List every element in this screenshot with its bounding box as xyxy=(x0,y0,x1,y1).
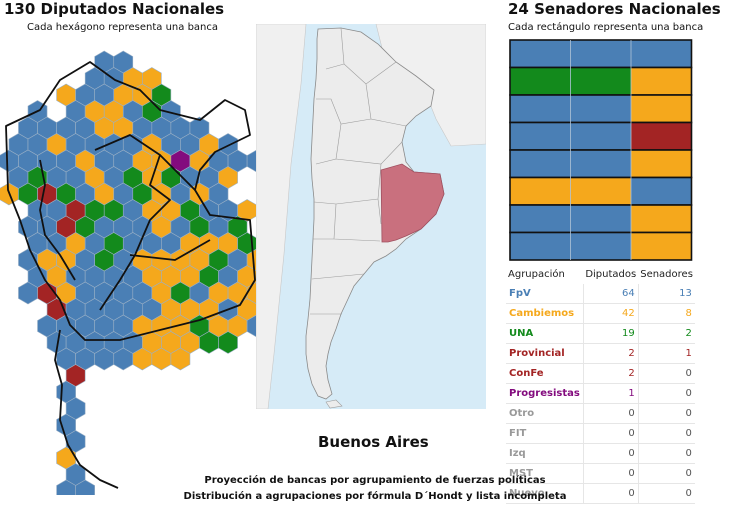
table-row: Cambiemos 42 8 xyxy=(506,303,695,324)
party-name: UNA xyxy=(506,323,584,344)
diputado-seat-hexagon xyxy=(75,479,95,495)
footer-line-2: Distribución a agrupaciones por fórmula … xyxy=(183,491,567,502)
senate-seat-rect xyxy=(631,95,692,123)
party-name: Cambiemos xyxy=(506,303,584,324)
province-label: Buenos Aires xyxy=(318,433,429,451)
senate-seat-rect xyxy=(570,67,631,95)
diputado-seat-hexagon xyxy=(218,331,238,354)
senate-seat-rect xyxy=(570,232,631,260)
diputados-title: 130 Diputados Nacionales xyxy=(4,0,225,18)
senate-seat-rect xyxy=(631,232,692,260)
diputados-value: 0 xyxy=(583,403,639,424)
senadores-value: 2 xyxy=(638,323,695,344)
senate-seat-rect xyxy=(570,177,631,205)
party-name: Otro xyxy=(506,403,584,424)
party-name: Nuevo xyxy=(506,483,584,504)
table-row: Otro 0 0 xyxy=(506,403,695,424)
senadores-value: 0 xyxy=(638,483,695,504)
hex-region-outline xyxy=(5,61,256,341)
senate-seat-rect xyxy=(510,67,571,95)
header-agrupacion: Agrupación xyxy=(508,268,565,280)
table-row: FIT 0 0 xyxy=(506,423,695,444)
diputados-subtitle: Cada hexágono representa una banca xyxy=(27,22,219,33)
senate-seat-rect xyxy=(631,122,692,150)
senate-seat-rect xyxy=(570,205,631,233)
party-name: FIT xyxy=(506,423,584,444)
party-name: ConFe xyxy=(506,363,584,384)
table-row: Izq 0 0 xyxy=(506,443,695,464)
party-table: Agrupación Diputados Senadores FpV 64 13 Ca… xyxy=(506,264,695,504)
table-header-row: Agrupación Diputados Senadores xyxy=(506,264,695,284)
senadores-value: 8 xyxy=(638,303,695,324)
neighbor-land-west-shape xyxy=(256,24,307,409)
party-name: FpV xyxy=(506,284,584,304)
senate-seat-rect xyxy=(510,150,571,178)
diputados-value: 0 xyxy=(583,443,639,464)
hex-region-outline xyxy=(94,134,171,311)
diputado-seat-hexagon xyxy=(170,347,191,371)
diputado-seat-hexagon xyxy=(56,479,76,495)
senate-seat-rect xyxy=(510,177,571,205)
argentina-land-shape xyxy=(305,27,445,400)
senate-seat-rect xyxy=(510,95,571,123)
senate-seat-rect xyxy=(570,122,631,150)
internal-borders xyxy=(310,27,407,315)
senate-seat-rect xyxy=(631,205,692,233)
senadores-title: 24 Senadores Nacionales xyxy=(508,0,721,18)
diputados-value: 42 xyxy=(583,303,639,324)
senadores-value: 0 xyxy=(638,363,695,384)
footer-line-1: Proyección de bancas por agrupamiento de… xyxy=(204,475,546,486)
hex-region-outline xyxy=(129,154,211,261)
buenos-aires-highlight-shape xyxy=(380,163,445,243)
senadores-value: 1 xyxy=(638,343,695,364)
party-name: Progresistas xyxy=(506,383,584,404)
diputados-value: 0 xyxy=(583,463,639,484)
diputados-value: 0 xyxy=(583,483,639,504)
senate-seat-rect xyxy=(631,150,692,178)
party-name: MST xyxy=(506,463,584,484)
table-row: FpV 64 13 xyxy=(506,284,695,304)
senate-seat-rect xyxy=(631,177,692,205)
senadores-value: 0 xyxy=(638,383,695,404)
diputados-value: 19 xyxy=(583,323,639,344)
table-row: UNA 19 2 xyxy=(506,323,695,344)
senate-seat-rect xyxy=(510,122,571,150)
argentina-map[interactable] xyxy=(256,24,486,409)
senadores-value: 0 xyxy=(638,403,695,424)
table-row: Nuevo 0 0 xyxy=(506,483,695,504)
senate-seat-rect xyxy=(631,40,692,68)
diputados-value: 2 xyxy=(583,363,639,384)
diputados-value: 0 xyxy=(583,423,639,444)
senate-seat-rect xyxy=(570,150,631,178)
diputados-value: 1 xyxy=(583,383,639,404)
senadores-value: 0 xyxy=(638,423,695,444)
senadores-value: 0 xyxy=(638,463,695,484)
islands-shape xyxy=(325,399,343,409)
diputados-hex-map xyxy=(0,50,258,495)
table-row: Progresistas 1 0 xyxy=(506,383,695,404)
hex-region-outline xyxy=(54,329,119,489)
senate-seat-rect xyxy=(510,205,571,233)
hex-region-outline xyxy=(39,159,76,281)
diputados-value: 2 xyxy=(583,343,639,364)
senate-seat-rect xyxy=(631,67,692,95)
senate-seat-rect xyxy=(510,232,571,260)
table-row: ConFe 2 0 xyxy=(506,363,695,384)
party-name: Izq xyxy=(506,443,584,464)
senate-seat-rect xyxy=(570,95,631,123)
party-name: Provincial xyxy=(506,343,584,364)
table-row: MST 0 0 xyxy=(506,463,695,484)
argentina-map-svg xyxy=(256,24,486,409)
senadores-value: 0 xyxy=(638,443,695,464)
senadores-subtitle: Cada rectángulo representa una banca xyxy=(508,22,704,33)
senadores-value: 13 xyxy=(638,284,695,304)
senadores-rect-grid xyxy=(509,39,693,261)
header-senadores: Senadores xyxy=(640,268,693,280)
diputados-value: 64 xyxy=(583,284,639,304)
table-row: Provincial 2 1 xyxy=(506,343,695,364)
senate-row-border xyxy=(509,231,693,261)
header-diputados: Diputados xyxy=(585,268,637,280)
senate-seat-rect xyxy=(510,40,571,68)
senate-seat-rect xyxy=(570,40,631,68)
